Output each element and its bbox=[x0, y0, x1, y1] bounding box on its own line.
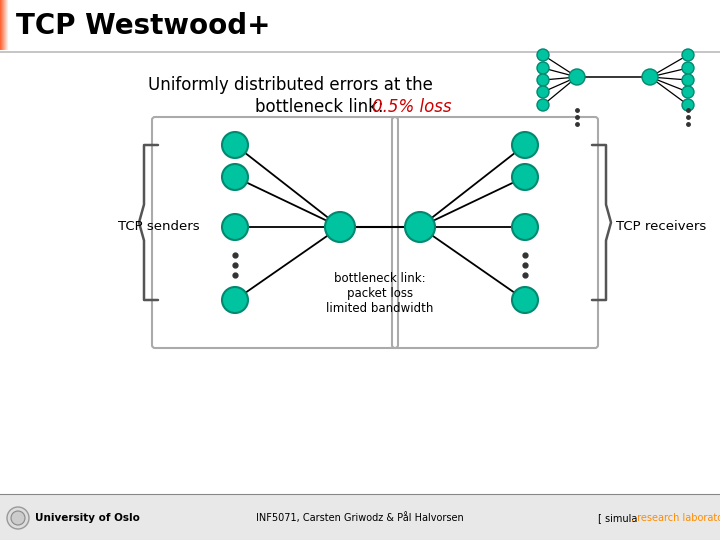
Circle shape bbox=[537, 86, 549, 98]
Text: University of Oslo: University of Oslo bbox=[35, 513, 140, 523]
Bar bbox=[0, 494, 720, 540]
Circle shape bbox=[682, 74, 694, 86]
Bar bbox=[1, 0, 2, 50]
Text: TCP Westwood+: TCP Westwood+ bbox=[16, 12, 271, 40]
Circle shape bbox=[222, 164, 248, 190]
Circle shape bbox=[11, 511, 25, 525]
Circle shape bbox=[222, 287, 248, 313]
Text: bottleneck link:: bottleneck link: bbox=[255, 98, 389, 116]
Circle shape bbox=[569, 69, 585, 85]
Circle shape bbox=[222, 132, 248, 158]
Circle shape bbox=[537, 99, 549, 111]
Circle shape bbox=[512, 214, 538, 240]
Circle shape bbox=[537, 62, 549, 74]
Text: INF5071, Carsten Griwodz & Pål Halvorsen: INF5071, Carsten Griwodz & Pål Halvorsen bbox=[256, 512, 464, 523]
Text: TCP receivers: TCP receivers bbox=[616, 220, 706, 233]
Circle shape bbox=[682, 62, 694, 74]
Text: . research laboratory ]: . research laboratory ] bbox=[631, 513, 720, 523]
Circle shape bbox=[682, 99, 694, 111]
Bar bbox=[4, 0, 5, 50]
Bar bbox=[6, 0, 7, 50]
Bar bbox=[0, 0, 1, 50]
Circle shape bbox=[405, 212, 435, 242]
Circle shape bbox=[537, 49, 549, 61]
Circle shape bbox=[642, 69, 658, 85]
Text: Uniformly distributed errors at the: Uniformly distributed errors at the bbox=[148, 76, 433, 94]
Bar bbox=[2, 0, 3, 50]
Circle shape bbox=[512, 132, 538, 158]
Circle shape bbox=[512, 287, 538, 313]
Bar bbox=[3, 0, 4, 50]
Circle shape bbox=[537, 74, 549, 86]
Circle shape bbox=[7, 507, 29, 529]
Bar bbox=[7, 0, 8, 50]
Text: 0.5% loss: 0.5% loss bbox=[372, 98, 451, 116]
Circle shape bbox=[682, 49, 694, 61]
Circle shape bbox=[682, 86, 694, 98]
Circle shape bbox=[222, 214, 248, 240]
Bar bbox=[5, 0, 6, 50]
Text: bottleneck link:
packet loss
limited bandwidth: bottleneck link: packet loss limited ban… bbox=[326, 272, 433, 315]
Text: TCP senders: TCP senders bbox=[118, 220, 199, 233]
Text: [ simula: [ simula bbox=[598, 513, 637, 523]
Circle shape bbox=[325, 212, 355, 242]
Circle shape bbox=[512, 164, 538, 190]
